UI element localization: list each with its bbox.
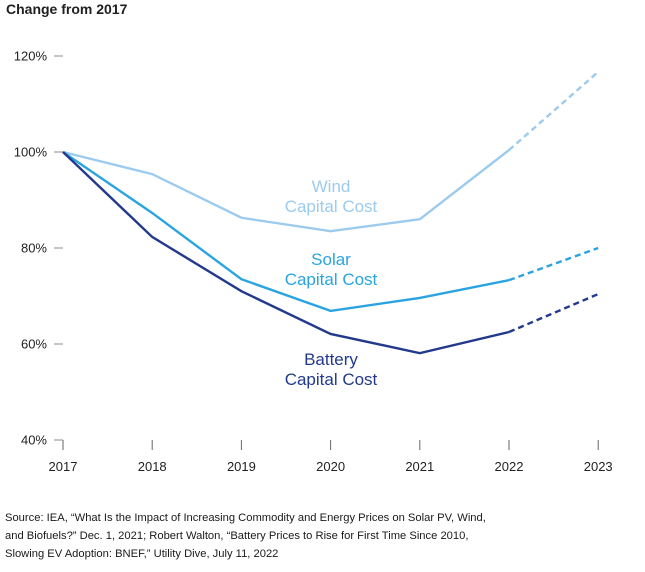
x-tick-label: 2017 [49, 459, 78, 474]
solar-capital-cost-label: Capital Cost [285, 270, 378, 289]
wind-capital-cost-projection-line [508, 70, 599, 151]
series-layer [62, 70, 599, 355]
battery-capital-cost-label: Capital Cost [285, 370, 378, 389]
wind-capital-cost-label: Wind [312, 177, 351, 196]
source-note: Source: IEA, “What Is the Impact of Incr… [5, 512, 486, 560]
chart-title: Change from 2017 [6, 1, 128, 17]
wind-capital-cost-label: Capital Cost [285, 197, 378, 216]
battery-capital-cost-projection-line [508, 292, 599, 334]
battery-capital-cost-line [62, 151, 510, 355]
x-tick-label: 2019 [227, 459, 256, 474]
y-tick-label: 40% [21, 433, 47, 448]
x-tick-label: 2022 [495, 459, 524, 474]
x-tick-label: 2021 [405, 459, 434, 474]
x-tick-label: 2023 [584, 459, 613, 474]
y-axis: 120% 100% 80% 60% 40% [14, 49, 64, 450]
y-tick-label: 100% [14, 145, 48, 160]
x-axis: 2017 2018 2019 2020 2021 2022 2023 [49, 440, 613, 474]
y-tick-label: 120% [14, 49, 48, 64]
line-chart: 120%100%80%60%40% 2017 2018 2019 2020 2021 20… [14, 49, 613, 475]
solar-capital-cost-projection-line [508, 246, 599, 282]
solar-capital-cost-label: Solar [311, 250, 351, 269]
y-tick-label: 60% [21, 337, 47, 352]
x-tick-label: 2018 [138, 459, 167, 474]
x-tick-label: 2020 [316, 459, 345, 474]
wind-capital-cost-line [62, 149, 510, 233]
battery-capital-cost-label: Battery [304, 350, 358, 369]
y-tick-label: 80% [21, 241, 47, 256]
solar-capital-cost-line [62, 151, 510, 313]
